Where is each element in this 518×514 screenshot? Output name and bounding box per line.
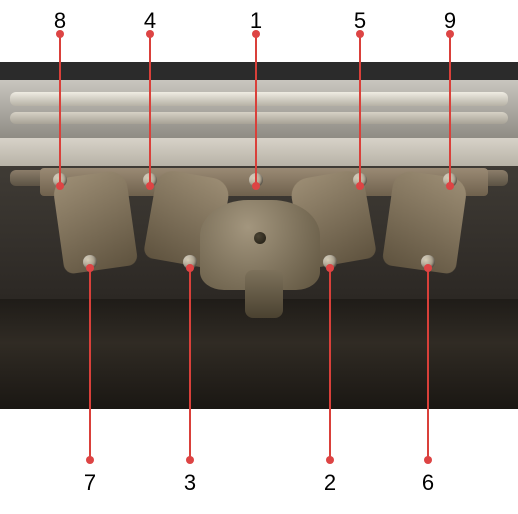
bg-band xyxy=(0,138,518,166)
leader-line xyxy=(255,34,257,186)
leader-line xyxy=(59,34,61,186)
bg-rail xyxy=(10,92,508,106)
leader-line xyxy=(449,34,451,186)
leader-line xyxy=(89,268,91,460)
leader-line xyxy=(189,268,191,460)
bg-rail xyxy=(10,112,508,124)
manifold xyxy=(245,270,283,318)
leader-line xyxy=(427,268,429,460)
leader-line xyxy=(149,34,151,186)
collector-stud xyxy=(254,232,266,244)
bg-band xyxy=(0,62,518,80)
callout-number: 3 xyxy=(180,470,200,496)
callout-number: 2 xyxy=(320,470,340,496)
leader-line xyxy=(359,34,361,186)
bg-band xyxy=(0,80,518,138)
callout-number: 7 xyxy=(80,470,100,496)
leader-line xyxy=(329,268,331,460)
callout-number: 6 xyxy=(418,470,438,496)
diagram-frame: 841597326 xyxy=(0,0,518,514)
